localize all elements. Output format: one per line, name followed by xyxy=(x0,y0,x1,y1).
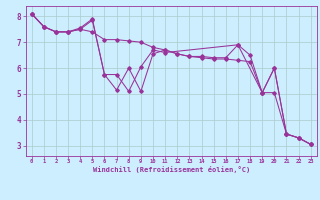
X-axis label: Windchill (Refroidissement éolien,°C): Windchill (Refroidissement éolien,°C) xyxy=(92,166,250,173)
